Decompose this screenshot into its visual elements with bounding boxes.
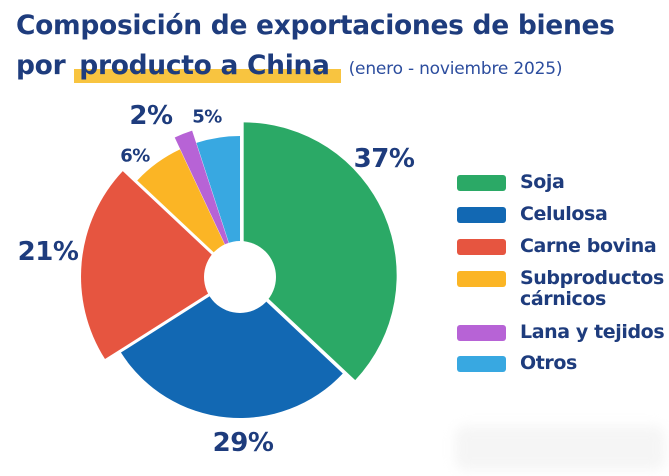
legend-label: Subproductos cárnicos [520, 267, 664, 310]
legend-swatch [457, 325, 506, 341]
pie-slice-soja [243, 122, 397, 381]
pie-slice-subproductos-c-rnicos [137, 149, 240, 277]
legend-label: Celulosa [520, 203, 608, 225]
legend-item-lana-y-tejidos: Lana y tejidos [457, 321, 669, 343]
legend-item-celulosa: Celulosa [457, 203, 669, 225]
page-title: Composición de exportaciones de bienes p… [16, 6, 615, 89]
legend-label: Carne bovina [520, 235, 657, 257]
legend-item-carne-bovina: Carne bovina [457, 235, 669, 257]
pie-slice-celulosa [120, 277, 343, 418]
legend-item-otros: Otros [457, 352, 669, 374]
slice-label-subproductos-c-rnicos: 6% [120, 145, 150, 167]
pie-slice-otros [196, 136, 240, 277]
title-line-2: por producto a China (enero - noviembre 2… [16, 46, 615, 89]
title-line2-prefix: por [16, 50, 75, 81]
slice-label-soja: 37% [353, 144, 415, 174]
legend-label: Lana y tejidos [520, 321, 665, 343]
legend-swatch [457, 207, 506, 223]
legend-item-subproductos-c-rnicos: Subproductos cárnicos [457, 267, 669, 310]
title-period: (enero - noviembre 2025) [348, 59, 563, 79]
legend-label: Otros [520, 352, 577, 374]
legend-item-soja: Soja [457, 171, 669, 193]
legend-swatch [457, 175, 506, 191]
pie-slice-carne-bovina [81, 171, 236, 360]
legend-swatch [457, 356, 506, 372]
slice-label-celulosa: 29% [212, 428, 274, 458]
legend-swatch [457, 239, 506, 255]
pie-slice-lana-y-tejidos [174, 130, 239, 273]
slice-label-lana-y-tejidos: 2% [129, 101, 173, 131]
slice-label-carne-bovina: 21% [17, 237, 79, 267]
title-line-1: Composición de exportaciones de bienes [16, 10, 615, 41]
donut-hole [204, 241, 276, 313]
title-highlighted-text: producto a China [74, 50, 341, 83]
legend-label: Soja [520, 171, 565, 193]
legend-swatch [457, 271, 506, 287]
watermark-smudge [455, 426, 665, 470]
slice-label-otros: 5% [192, 106, 222, 128]
